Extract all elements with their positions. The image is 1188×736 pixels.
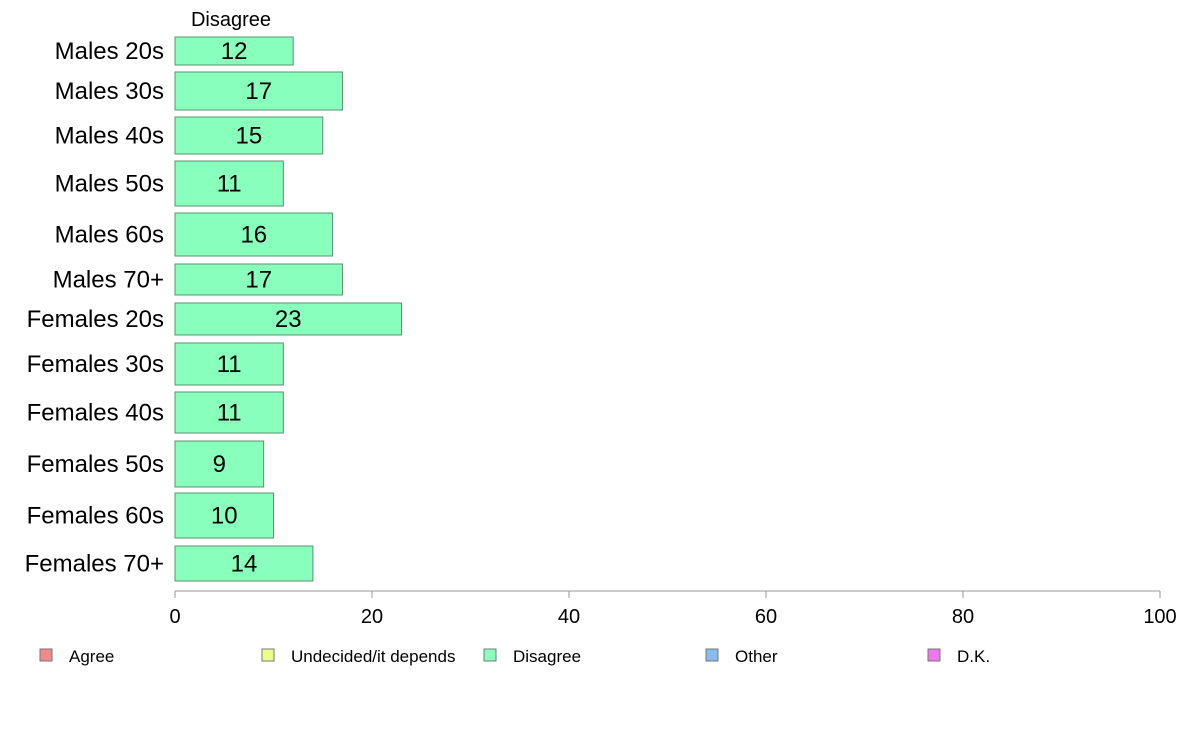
category-label: Males 30s xyxy=(55,78,164,105)
bar xyxy=(174,342,284,386)
legend-swatch xyxy=(261,648,275,662)
category-label: Females 70+ xyxy=(25,551,164,578)
bar xyxy=(174,440,265,488)
bar-value-label: 11 xyxy=(217,351,242,378)
x-tick-label: 40 xyxy=(558,606,580,628)
bar xyxy=(174,212,334,257)
bar xyxy=(174,160,284,207)
legend-label: Undecided/it depends xyxy=(291,647,455,666)
category-label: Males 40s xyxy=(55,123,164,150)
bar-value-label: 9 xyxy=(213,451,226,478)
bar-value-label: 15 xyxy=(236,123,263,150)
legend-label: Disagree xyxy=(513,647,581,666)
bar-value-label: 17 xyxy=(245,267,272,294)
category-label: Females 50s xyxy=(27,451,164,478)
bar-value-label: 12 xyxy=(221,38,248,65)
bar xyxy=(174,263,343,296)
legend-swatch xyxy=(483,648,497,662)
x-tick-label: 100 xyxy=(1143,606,1176,628)
bar xyxy=(174,302,403,336)
legend-swatch xyxy=(39,648,53,662)
category-label: Females 60s xyxy=(27,503,164,530)
x-tick-label: 60 xyxy=(755,606,777,628)
x-tick-label: 0 xyxy=(169,606,180,628)
legend-swatch xyxy=(927,648,941,662)
category-label: Females 30s xyxy=(27,351,164,378)
legend-swatch xyxy=(705,648,719,662)
bar-value-label: 11 xyxy=(217,400,242,427)
x-tick-label: 80 xyxy=(952,606,974,628)
bar xyxy=(174,36,294,66)
bar xyxy=(174,71,343,111)
category-label: Females 40s xyxy=(27,400,164,427)
legend: Agree Undecided/it depends Disagree Other D.… xyxy=(39,647,990,666)
bar xyxy=(174,391,284,434)
category-label: Females 20s xyxy=(27,306,164,333)
bars xyxy=(174,36,403,582)
category-labels: Males 20s Males 30s Males 40s Males 50s Male… xyxy=(25,38,164,578)
bar-value-label: 14 xyxy=(231,551,258,578)
legend-label: D.K. xyxy=(957,647,990,666)
category-label: Males 60s xyxy=(55,222,164,249)
legend-label: Agree xyxy=(69,647,114,666)
series-title: Disagree xyxy=(191,9,271,31)
category-label: Males 70+ xyxy=(53,267,164,294)
x-tick-label: 20 xyxy=(361,606,383,628)
bar-value-label: 10 xyxy=(211,503,238,530)
bar-value-label: 23 xyxy=(275,306,302,333)
bar xyxy=(174,116,324,155)
bar-value-label: 17 xyxy=(245,78,272,105)
x-axis: 0 20 40 60 80 100 xyxy=(169,590,1177,628)
category-label: Males 50s xyxy=(55,171,164,198)
bar xyxy=(174,492,274,539)
category-label: Males 20s xyxy=(55,38,164,65)
bar-value-label: 16 xyxy=(240,222,267,249)
bar-value-label: 11 xyxy=(217,171,242,198)
bar xyxy=(174,545,314,582)
legend-label: Other xyxy=(735,647,778,666)
